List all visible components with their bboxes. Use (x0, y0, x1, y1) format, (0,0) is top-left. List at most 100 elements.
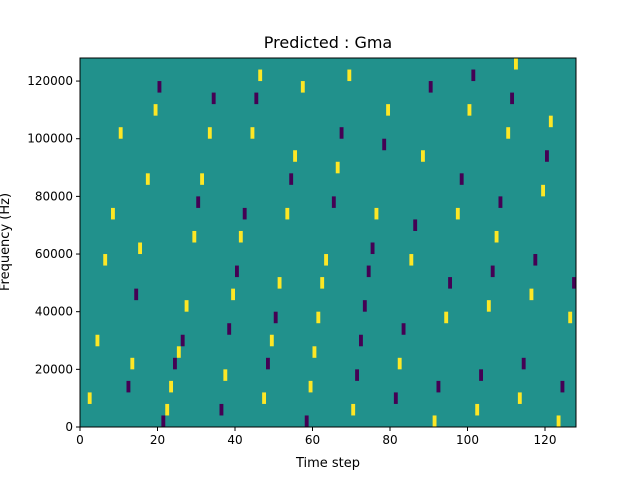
heatmap-cell (289, 173, 294, 185)
x-tick-label: 40 (227, 433, 242, 447)
heatmap-cell (161, 415, 166, 427)
heatmap-cell (87, 392, 92, 404)
heatmap-cell (545, 150, 549, 162)
heatmap-cell (471, 69, 476, 82)
heatmap-cell (506, 127, 511, 139)
heatmap-cell (238, 230, 243, 243)
heatmap-cell (196, 196, 201, 208)
heatmap-cell (316, 311, 321, 324)
x-axis-label: Time step (295, 456, 360, 471)
y-tick-label: 80000 (35, 189, 73, 203)
heatmap-cell (467, 104, 472, 116)
heatmap-cell (173, 357, 177, 370)
heatmap-cell (192, 230, 197, 243)
heatmap-cell (277, 277, 282, 289)
heatmap-cell (285, 207, 290, 220)
heatmap-cell (521, 357, 526, 370)
heatmap-cell (242, 207, 247, 220)
heatmap-cell (184, 300, 189, 312)
heatmap-cell (428, 81, 433, 93)
heatmap-cell (254, 92, 259, 105)
y-axis-label: Frequency (Hz) (0, 193, 13, 291)
x-tick-label: 80 (382, 433, 397, 447)
heatmap-cell (231, 288, 236, 301)
heatmap-cell (95, 334, 100, 347)
heatmap-cell (490, 265, 495, 278)
heatmap-cell (331, 196, 336, 208)
heatmap-cell (541, 184, 546, 197)
heatmap-cell (475, 403, 480, 416)
heatmap-cell (262, 392, 267, 404)
y-tick-label: 120000 (27, 74, 73, 88)
heatmap-cell (227, 323, 232, 335)
heatmap-cell (219, 403, 224, 416)
heatmap-cell (339, 127, 344, 139)
heatmap-cell (393, 392, 398, 404)
heatmap-cell (211, 92, 216, 105)
heatmap-cell (479, 369, 484, 381)
heatmap-cell (397, 357, 402, 370)
heatmap-cell (138, 242, 143, 255)
heatmap-cell (421, 150, 425, 162)
heatmap-cell (355, 369, 360, 381)
heatmap-cell (176, 346, 181, 358)
heatmap-cell (517, 392, 522, 404)
heatmap-cell (413, 219, 418, 231)
plot-frame (79, 57, 577, 428)
x-tick-label: 120 (534, 433, 557, 447)
heatmap-cell (223, 369, 228, 381)
heatmap-cell (324, 254, 329, 266)
heatmap-cell (169, 380, 174, 393)
heatmap-cell (359, 334, 363, 347)
heatmap-cell (432, 415, 437, 427)
heatmap-cell (572, 277, 577, 289)
x-tick-label: 100 (456, 433, 479, 447)
heatmap-cell (273, 311, 278, 324)
heatmap-cell (366, 265, 371, 278)
heatmap-cell (134, 288, 139, 301)
heatmap-cell (269, 334, 274, 347)
heatmap-cell (401, 323, 406, 335)
y-tick-label: 40000 (35, 305, 73, 319)
heatmap-cell (111, 207, 115, 220)
heatmap-cell (444, 311, 449, 324)
heatmap-cell (320, 277, 325, 289)
heatmap-cell (207, 127, 212, 139)
heatmap-cell (130, 357, 135, 370)
heatmap-cell (498, 196, 503, 208)
heatmap-cell (300, 81, 305, 93)
heatmap-cell (304, 415, 309, 427)
heatmap-cell (560, 380, 565, 393)
y-tick-label: 60000 (35, 247, 73, 261)
heatmap-cell (250, 127, 255, 139)
x-tick-label: 60 (305, 433, 320, 447)
heatmap-cell (409, 254, 414, 266)
y-tick-label: 100000 (27, 132, 73, 146)
heatmap-cell (293, 150, 298, 162)
heatmap-cell (533, 254, 538, 266)
plot-background (80, 58, 576, 427)
heatmap-cell (548, 115, 553, 128)
heatmap-cell (200, 173, 205, 185)
heatmap-cell (529, 288, 534, 301)
heatmap-cell (486, 300, 491, 312)
heatmap-cell (118, 127, 123, 139)
heatmap-cell (436, 380, 441, 393)
heatmap-cell (514, 58, 518, 70)
heatmap-cell (351, 403, 356, 416)
y-tick-label: 0 (65, 420, 73, 434)
x-axis-ticks: 0 20 40 60 80 100 120 (76, 427, 556, 447)
heatmap-cell (180, 334, 185, 347)
heatmap-cell (153, 104, 158, 116)
chart-title: Predicted : Gma (264, 33, 392, 52)
heatmap-cell (370, 242, 375, 255)
heatmap-cell (126, 380, 131, 393)
heatmap-cell (258, 69, 263, 82)
heatmap-cell (103, 254, 108, 266)
heatmap-cell (556, 415, 561, 427)
heatmap-cell (382, 138, 387, 151)
heatmap-cell (448, 277, 453, 289)
heatmap-cell (347, 69, 352, 82)
heatmap-cell (494, 230, 499, 243)
